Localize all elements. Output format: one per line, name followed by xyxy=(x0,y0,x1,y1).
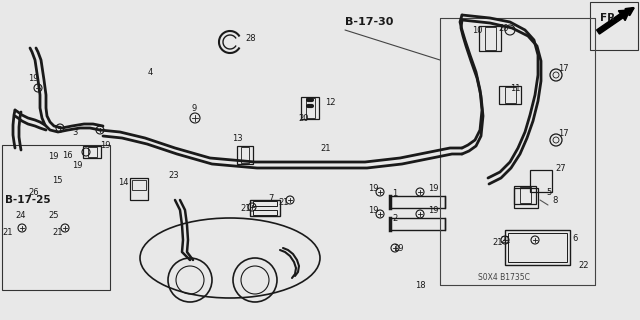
Text: 6: 6 xyxy=(572,234,577,243)
Bar xyxy=(520,187,531,203)
Bar xyxy=(83,146,101,158)
Text: 21: 21 xyxy=(278,197,289,206)
Text: 19: 19 xyxy=(100,140,111,149)
Text: 1: 1 xyxy=(392,188,397,197)
Text: 24: 24 xyxy=(15,211,26,220)
Text: 7: 7 xyxy=(268,194,273,203)
Text: 9: 9 xyxy=(192,103,197,113)
Text: 21: 21 xyxy=(52,228,63,236)
Text: 20: 20 xyxy=(498,23,509,33)
Bar xyxy=(2,145,110,290)
Text: 21: 21 xyxy=(2,228,13,236)
FancyArrow shape xyxy=(596,10,630,34)
Text: 19: 19 xyxy=(368,183,378,193)
Text: 21: 21 xyxy=(492,237,502,246)
Bar xyxy=(237,146,253,164)
Bar xyxy=(485,27,496,50)
Text: 21: 21 xyxy=(240,204,250,212)
Bar xyxy=(250,200,280,216)
Text: 19: 19 xyxy=(28,74,38,83)
Text: B-17-25: B-17-25 xyxy=(5,195,51,205)
Bar xyxy=(390,218,445,230)
Text: 17: 17 xyxy=(558,63,568,73)
Text: 19: 19 xyxy=(393,244,403,252)
Bar xyxy=(306,98,315,118)
Bar xyxy=(390,196,445,208)
Text: 14: 14 xyxy=(118,178,129,187)
Bar xyxy=(132,180,146,190)
Text: 13: 13 xyxy=(232,133,243,142)
Text: 19: 19 xyxy=(368,205,378,214)
Text: 4: 4 xyxy=(148,68,153,76)
Text: 18: 18 xyxy=(415,281,426,290)
Text: 3: 3 xyxy=(72,127,77,137)
Text: 19: 19 xyxy=(428,205,438,214)
Bar xyxy=(253,201,277,206)
Text: 8: 8 xyxy=(552,196,557,204)
Text: 21: 21 xyxy=(320,143,330,153)
Text: 20: 20 xyxy=(298,114,308,123)
Text: 19: 19 xyxy=(428,183,438,193)
Text: 21: 21 xyxy=(500,236,511,244)
Text: 11: 11 xyxy=(510,84,520,92)
Text: 15: 15 xyxy=(52,175,63,185)
Text: 28: 28 xyxy=(245,34,255,43)
Text: 2: 2 xyxy=(392,213,397,222)
Bar xyxy=(479,26,501,51)
Text: 25: 25 xyxy=(48,211,58,220)
Bar xyxy=(88,147,97,157)
Bar xyxy=(505,87,516,103)
Bar xyxy=(508,233,567,262)
Text: 19: 19 xyxy=(72,161,83,170)
Bar xyxy=(530,170,552,192)
Text: 5: 5 xyxy=(546,188,551,196)
Bar xyxy=(590,2,638,50)
Bar xyxy=(499,86,521,104)
Text: 12: 12 xyxy=(325,98,335,107)
Text: 19: 19 xyxy=(48,151,58,161)
Bar xyxy=(253,210,277,215)
Text: B-17-30: B-17-30 xyxy=(345,17,394,27)
Bar xyxy=(514,186,536,204)
Text: 23: 23 xyxy=(168,171,179,180)
Text: 26: 26 xyxy=(28,188,38,196)
Bar xyxy=(505,230,570,265)
Text: 16: 16 xyxy=(62,150,72,159)
Bar xyxy=(130,178,148,200)
Text: 17: 17 xyxy=(558,129,568,138)
Bar xyxy=(301,97,319,119)
Text: 22: 22 xyxy=(578,260,589,269)
Text: 27: 27 xyxy=(555,164,566,172)
Bar xyxy=(514,188,538,208)
Text: FR.: FR. xyxy=(600,13,620,23)
Text: 10: 10 xyxy=(472,26,483,35)
Text: S0X4 B1735C: S0X4 B1735C xyxy=(478,274,530,283)
Bar xyxy=(241,147,249,163)
